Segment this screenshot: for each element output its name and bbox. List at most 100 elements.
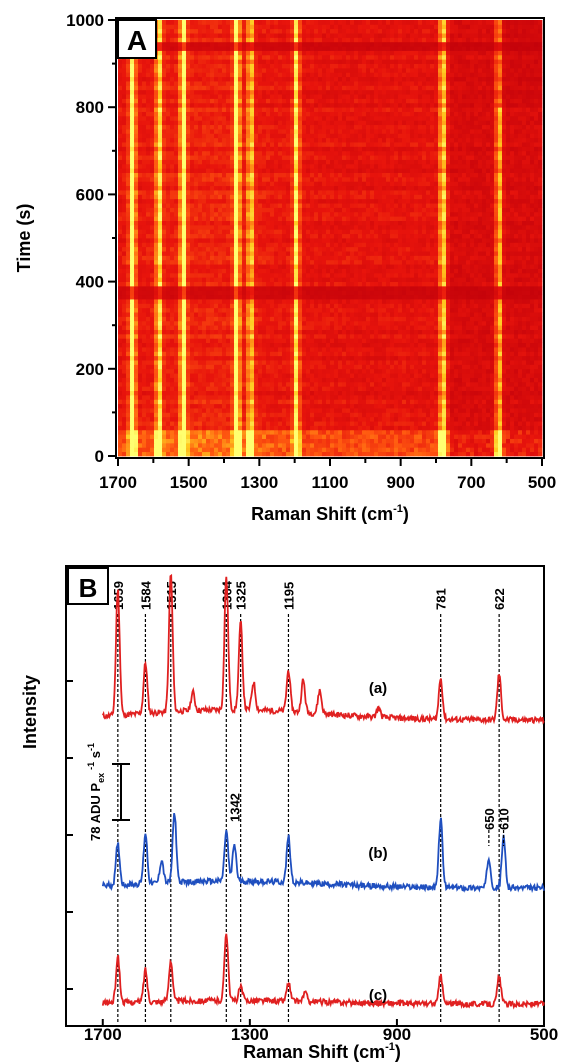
heatmap-cell	[170, 325, 175, 330]
heatmap-cell	[170, 299, 175, 304]
heatmap-cell	[146, 394, 151, 400]
heatmap-cell	[186, 425, 191, 431]
heatmap-cell	[122, 246, 127, 252]
heatmap-cell	[438, 338, 443, 344]
heatmap-cell	[138, 412, 143, 418]
heatmap-cell	[454, 299, 459, 304]
heatmap-cell	[486, 303, 491, 309]
heatmap-cell	[538, 277, 543, 282]
heatmap-cell	[334, 373, 339, 378]
heatmap-cell	[278, 394, 283, 400]
heatmap-cell	[458, 294, 463, 300]
heatmap-cell	[226, 355, 231, 361]
heatmap-cell	[318, 281, 323, 287]
heatmap-cell	[466, 429, 471, 435]
heatmap-cell	[122, 299, 127, 304]
heatmap-cell	[438, 277, 443, 282]
heatmap-cell	[498, 390, 503, 396]
heatmap-cell	[518, 381, 523, 387]
heatmap-cell	[154, 303, 159, 309]
heatmap-cell	[306, 290, 311, 296]
heatmap-cell	[258, 408, 263, 413]
heatmap-cell	[178, 277, 183, 282]
heatmap-cell	[450, 403, 455, 409]
heatmap-cell	[190, 333, 195, 339]
heatmap-cell	[338, 333, 343, 339]
heatmap-cell	[202, 316, 207, 322]
heatmap-cell	[246, 272, 251, 278]
heatmap-cell	[138, 394, 143, 400]
heatmap-cell	[238, 421, 243, 426]
heatmap-cell	[434, 355, 439, 361]
heatmap-cell	[318, 342, 323, 348]
heatmap-cell	[154, 416, 159, 422]
heatmap-cell	[186, 368, 191, 374]
heatmap-cell	[202, 294, 207, 300]
heatmap-cell	[270, 259, 275, 265]
heatmap-cell	[510, 381, 515, 387]
heatmap-cell	[190, 364, 195, 370]
heatmap-cell	[502, 447, 507, 453]
heatmap-cell	[446, 399, 451, 405]
heatmap-cell	[150, 255, 155, 261]
heatmap-cell	[402, 408, 407, 413]
heatmap-cell	[490, 434, 495, 439]
heatmap-cell	[362, 403, 367, 409]
heatmap-cell	[338, 294, 343, 300]
heatmap-cell	[318, 434, 323, 439]
heatmap-cell	[262, 438, 267, 444]
heatmap-cell	[258, 442, 263, 448]
heatmap-cell	[262, 425, 267, 431]
heatmap-cell	[454, 360, 459, 365]
heatmap-cell	[134, 303, 139, 309]
heatmap-cell	[510, 394, 515, 400]
heatmap-cell	[442, 255, 447, 261]
heatmap-cell	[202, 447, 207, 453]
heatmap-cell	[274, 320, 279, 326]
heatmap-cell	[394, 264, 399, 269]
heatmap-cell	[522, 364, 527, 370]
heatmap-cell	[454, 355, 459, 361]
heatmap-cell	[186, 338, 191, 344]
heatmap-cell	[170, 364, 175, 370]
heatmap-cell	[158, 421, 163, 426]
heatmap-cell	[410, 381, 415, 387]
heatmap-cell	[354, 438, 359, 444]
heatmap-cell	[526, 264, 531, 269]
heatmap-cell	[154, 408, 159, 413]
heatmap-cell	[354, 329, 359, 335]
heatmap-cell	[118, 368, 123, 374]
heatmap-cell	[162, 316, 167, 322]
heatmap-cell	[302, 277, 307, 282]
heatmap-cell	[470, 312, 475, 317]
heatmap-cell	[454, 294, 459, 300]
heatmap-cell	[406, 347, 411, 352]
heatmap-cell	[218, 451, 223, 457]
heatmap-cell	[282, 394, 287, 400]
heatmap-cell	[322, 355, 327, 361]
heatmap-cell	[158, 364, 163, 370]
heatmap-cell	[514, 377, 519, 383]
heatmap-cell	[514, 277, 519, 282]
heatmap-cell	[134, 416, 139, 422]
heatmap-cell	[494, 399, 499, 405]
heatmap-cell	[234, 312, 239, 317]
heatmap-cell	[306, 403, 311, 409]
heatmap-cell	[230, 434, 235, 439]
heatmap-cell	[262, 434, 267, 439]
heatmap-cell	[338, 368, 343, 374]
heatmap-cell	[262, 442, 267, 448]
heatmap-cell	[406, 399, 411, 405]
heatmap-cell	[394, 442, 399, 448]
heatmap-cell	[426, 255, 431, 261]
heatmap-cell	[142, 303, 147, 309]
heatmap-cell	[498, 399, 503, 405]
heatmap-cell	[514, 333, 519, 339]
heatmap-cell	[534, 329, 539, 335]
heatmap-cell	[522, 347, 527, 352]
heatmap-cell	[430, 355, 435, 361]
heatmap-cell	[446, 290, 451, 296]
heatmap-cell	[378, 438, 383, 444]
heatmap-cell	[506, 360, 511, 365]
heatmap-cell	[414, 429, 419, 435]
